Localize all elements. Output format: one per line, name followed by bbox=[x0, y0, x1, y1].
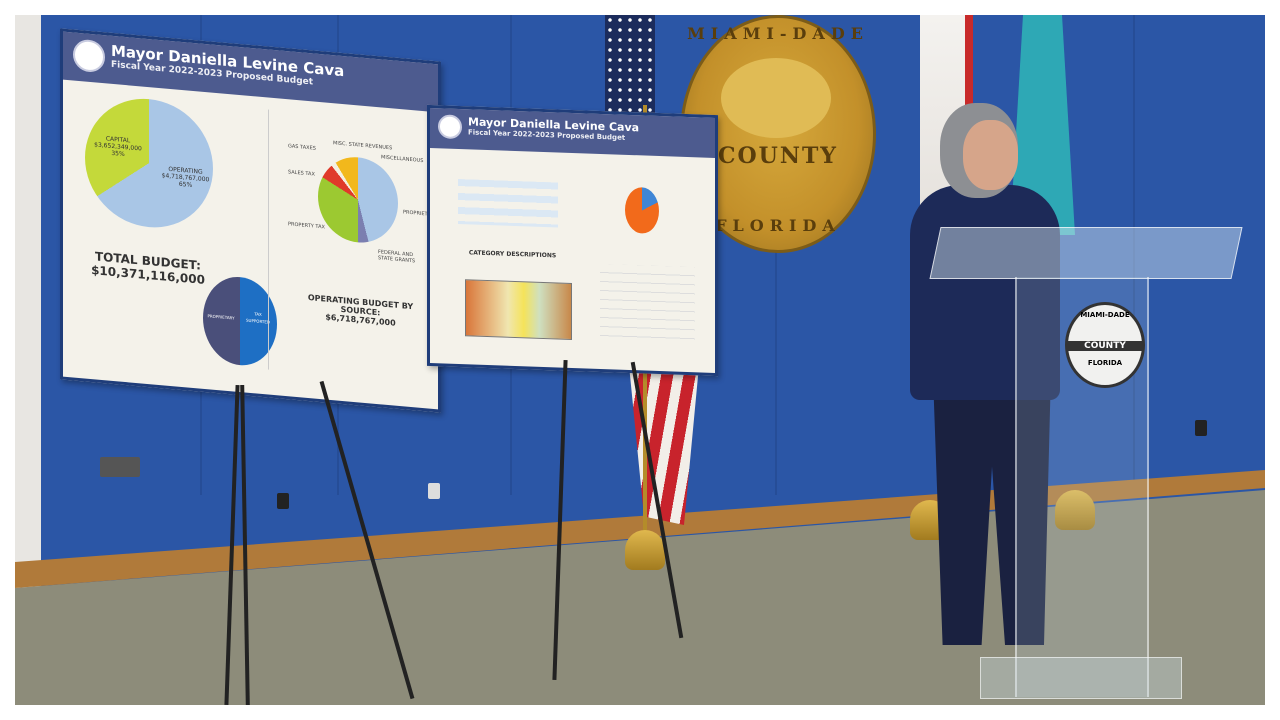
grants-label: FEDERAL AND STATE GRANTS bbox=[378, 249, 416, 265]
total-budget-pie bbox=[85, 93, 213, 233]
podium-top bbox=[929, 227, 1243, 279]
gas-taxes-label: GAS TAXES bbox=[288, 143, 316, 152]
divider bbox=[268, 109, 269, 370]
speaker-face bbox=[963, 120, 1018, 190]
podium-base bbox=[980, 657, 1182, 699]
press-conference-photo: MIAMI-DADE COUNTY FLORIDA Mayor Daniella… bbox=[15, 15, 1265, 705]
miscellaneous-label: MISCELLANEOUS bbox=[381, 154, 424, 165]
millage-table bbox=[458, 179, 558, 228]
total-budget: TOTAL BUDGET: $10,371,116,000 bbox=[91, 249, 205, 288]
us-flag bbox=[605, 15, 655, 115]
wall-seam bbox=[775, 15, 777, 495]
sun-ship-palm-emblem bbox=[721, 58, 831, 138]
us-flag-drape bbox=[628, 355, 700, 525]
wall-outlet bbox=[277, 493, 289, 509]
floor-power-box bbox=[100, 457, 140, 477]
board-header: Mayor Daniella Levine Cava Fiscal Year 2… bbox=[430, 108, 715, 158]
side-wall bbox=[15, 15, 41, 595]
housing-pie bbox=[625, 186, 659, 235]
operating-by-source: OPERATING BUDGET BY SOURCE: $6,718,767,00… bbox=[307, 293, 414, 328]
property-tax-label: PROPERTY TAX bbox=[288, 221, 325, 231]
glass-podium: MIAMI-DADE COUNTY FLORIDA bbox=[929, 227, 1243, 699]
board-header: Mayor Daniella Levine Cava Fiscal Year 2… bbox=[63, 31, 438, 113]
sales-tax-label: SALES TAX bbox=[288, 169, 315, 178]
category-descriptions-title: CATEGORY DESCRIPTIONS bbox=[468, 249, 557, 260]
county-logo bbox=[73, 38, 105, 74]
misc-state-revenues-label: MISC. STATE REVENUES bbox=[333, 140, 393, 152]
operating-source-pie bbox=[318, 153, 398, 246]
dollar-bill-graphic bbox=[465, 279, 572, 340]
budget-board-right: Mayor Daniella Levine Cava Fiscal Year 2… bbox=[427, 104, 718, 377]
wall-outlet bbox=[428, 483, 440, 499]
county-logo bbox=[438, 114, 462, 140]
flag-pole-base bbox=[1055, 490, 1095, 530]
capital-label: CAPITAL $3,652,349,000 35% bbox=[94, 135, 142, 158]
podium-county-seal: MIAMI-DADE COUNTY FLORIDA bbox=[1065, 302, 1145, 388]
wall-seam bbox=[1133, 15, 1135, 495]
budget-board-left: Mayor Daniella Levine Cava Fiscal Year 2… bbox=[60, 28, 441, 413]
wall-outlet bbox=[1195, 420, 1207, 436]
speaker-jacket bbox=[910, 185, 1060, 400]
flag-pole-base bbox=[625, 530, 665, 570]
budget-summary-list bbox=[600, 263, 695, 343]
